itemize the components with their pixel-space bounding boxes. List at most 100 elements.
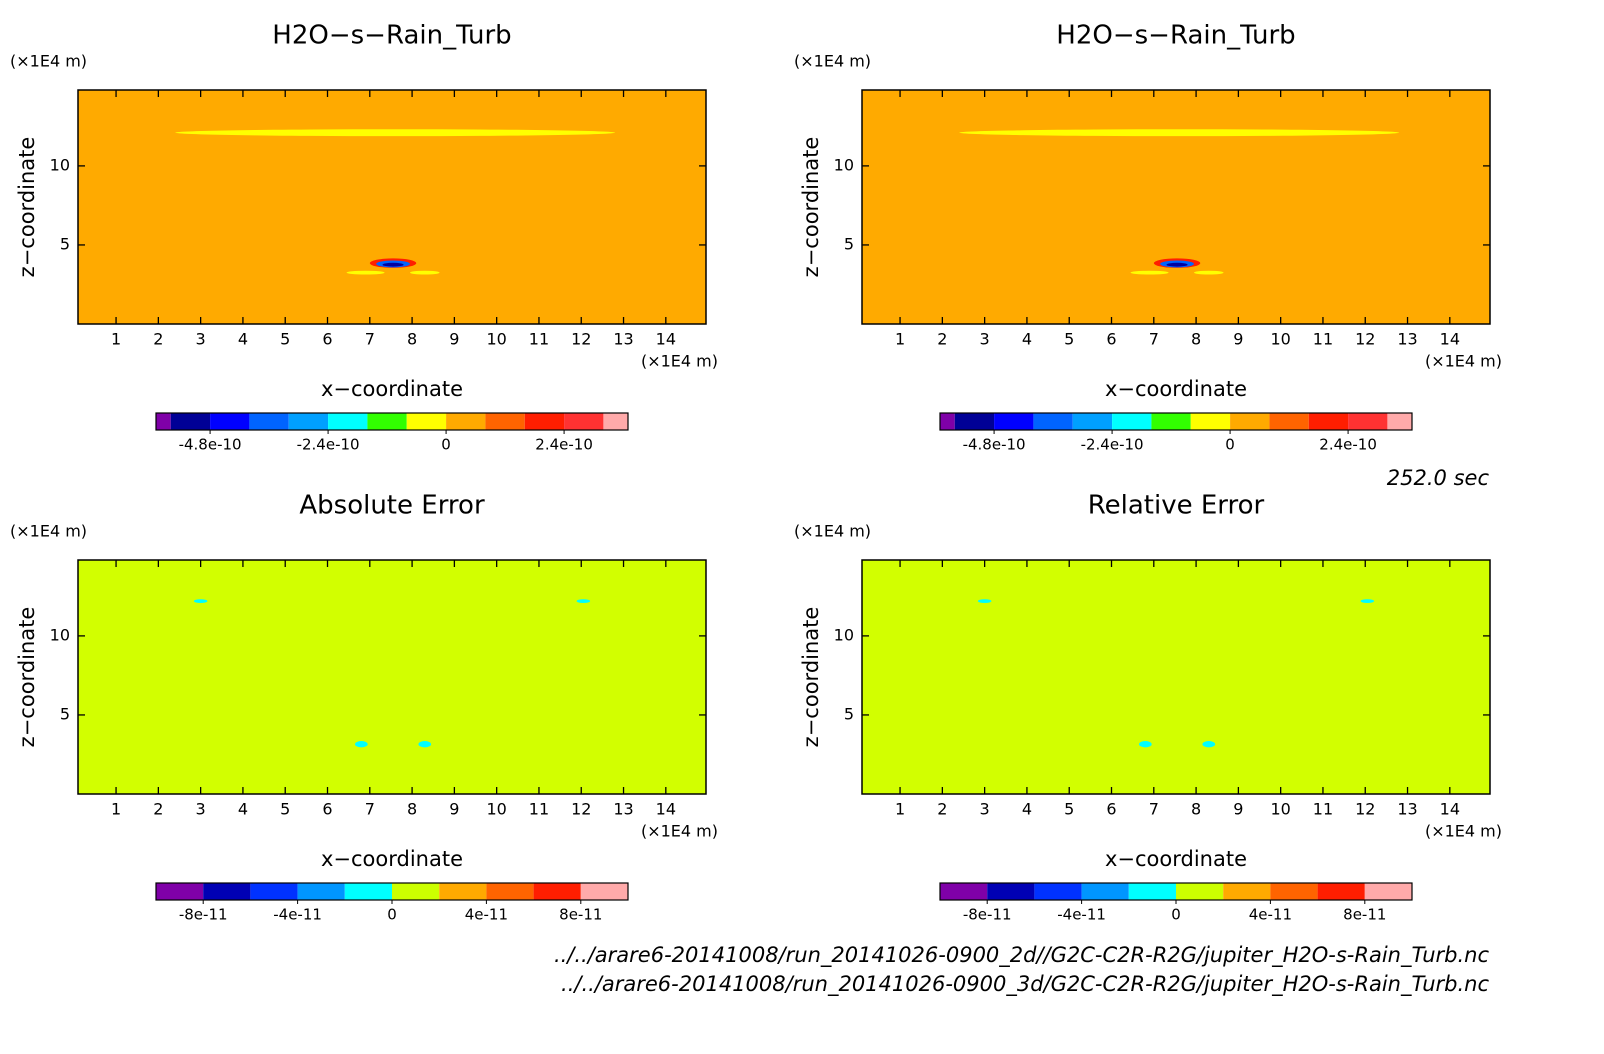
field-background	[78, 90, 706, 324]
colorbar-segment	[1176, 883, 1224, 900]
x-tick-label: 12	[1355, 330, 1375, 349]
colorbar-segment	[486, 883, 534, 900]
x-tick-label: 11	[1313, 330, 1333, 349]
contour-region	[1166, 262, 1188, 267]
x-tick-label: 9	[449, 800, 459, 819]
file-path: ../../arare6-20141008/run_20141026-0900_…	[561, 972, 1489, 997]
colorbar-segment	[156, 883, 204, 900]
x-unit: (×1E4 m)	[641, 822, 718, 841]
colorbar-segment	[1364, 883, 1412, 900]
x-tick-label: 6	[1106, 800, 1116, 819]
colorbar-tick-label: -4e-11	[1057, 906, 1106, 924]
colorbar-tick-label: 0	[441, 436, 451, 454]
x-axis-label: x−coordinate	[321, 847, 463, 871]
contour-region	[1193, 270, 1224, 275]
x-tick-label: 10	[1270, 800, 1290, 819]
colorbar-tick-label: -4e-11	[273, 906, 322, 924]
colorbar-segment	[524, 413, 565, 430]
colorbar-segment	[580, 883, 628, 900]
x-unit: (×1E4 m)	[641, 352, 718, 371]
x-tick-label: 11	[529, 330, 549, 349]
plot-frame	[77, 559, 707, 795]
x-tick-label: 2	[937, 330, 947, 349]
contour-region	[382, 262, 404, 267]
x-tick-label: 3	[196, 330, 206, 349]
y-unit: (×1E4 m)	[10, 522, 87, 541]
contour-region	[175, 129, 616, 137]
contour-region	[346, 270, 385, 275]
contour-region	[418, 741, 432, 748]
x-tick-label: 7	[365, 330, 375, 349]
x-tick-label: 8	[407, 330, 417, 349]
contour-features	[959, 129, 1400, 275]
x-axis-label: x−coordinate	[1105, 847, 1247, 871]
panel-title: H2O−s−Rain_Turb	[1056, 21, 1295, 51]
file-path: ../../arare6-20141008/run_20141026-0900_…	[554, 943, 1489, 968]
x-unit: (×1E4 m)	[1425, 822, 1502, 841]
plot-frame	[861, 559, 1491, 795]
x-tick-label: 2	[153, 800, 163, 819]
y-axis-label: z−coordinate	[799, 137, 823, 278]
x-unit: (×1E4 m)	[1425, 352, 1502, 371]
colorbar-segment	[344, 883, 392, 900]
x-tick-label: 1	[111, 330, 121, 349]
x-tick-label: 4	[238, 800, 248, 819]
colorbar-tick-label: 0	[1225, 436, 1235, 454]
x-tick-label: 13	[1397, 800, 1417, 819]
colorbar-segment	[533, 883, 581, 900]
contour-region	[193, 599, 208, 604]
colorbar-tick-label: -2.4e-10	[1081, 436, 1144, 454]
x-tick-label: 4	[238, 330, 248, 349]
colorbar-segment	[1308, 413, 1349, 430]
colorbar-segment	[1317, 883, 1365, 900]
y-tick-label: 5	[844, 234, 854, 253]
colorbar-tick-label: 2.4e-10	[535, 436, 593, 454]
x-tick-label: 10	[486, 330, 506, 349]
colorbar-frame	[155, 412, 629, 431]
y-tick-label: 10	[50, 155, 70, 174]
contour-region	[1360, 599, 1375, 604]
x-tick-label: 9	[449, 330, 459, 349]
colorbar-segment	[1223, 883, 1271, 900]
x-tick-label: 13	[613, 800, 633, 819]
colorbar-segment	[564, 413, 604, 430]
colorbar-segment	[288, 413, 329, 430]
colorbar-segment	[987, 883, 1035, 900]
x-tick-label: 6	[1106, 330, 1116, 349]
x-tick-label: 2	[937, 800, 947, 819]
x-tick-label: 13	[1397, 330, 1417, 349]
y-axis-label: z−coordinate	[15, 137, 39, 278]
colorbar-segment	[170, 413, 211, 430]
x-tick-label: 10	[486, 800, 506, 819]
x-tick-label: 8	[407, 800, 417, 819]
colorbar-segment	[1270, 883, 1318, 900]
colorbar-segment	[203, 883, 251, 900]
colorbar-segment	[210, 413, 250, 430]
x-tick-label: 12	[571, 330, 591, 349]
colorbar-segment	[1033, 413, 1073, 430]
colorbar-segment	[1128, 883, 1176, 900]
x-tick-label: 10	[1270, 330, 1290, 349]
y-tick-label: 5	[844, 704, 854, 723]
contour-features	[175, 129, 616, 275]
contour-region	[354, 741, 368, 748]
x-tick-label: 7	[365, 800, 375, 819]
contour-region	[576, 599, 591, 604]
x-tick-label: 1	[895, 800, 905, 819]
contour-region	[959, 129, 1400, 137]
colorbar-segment	[1081, 883, 1129, 900]
colorbar-tick-label: 0	[1171, 906, 1181, 924]
x-tick-label: 13	[613, 330, 633, 349]
colorbar-tick-label: 8e-11	[559, 906, 602, 924]
field-background	[862, 560, 1490, 794]
panel-title: Relative Error	[1088, 491, 1265, 521]
colorbar-segment	[328, 413, 368, 430]
colorbar-segment	[249, 413, 289, 430]
x-tick-label: 2	[153, 330, 163, 349]
plot-frame	[861, 89, 1491, 325]
colorbar-segment	[156, 413, 171, 430]
colorbar-tick-label: 8e-11	[1343, 906, 1386, 924]
colorbar-segment	[1269, 413, 1309, 430]
x-tick-label: 3	[980, 330, 990, 349]
y-tick-label: 10	[834, 625, 854, 644]
